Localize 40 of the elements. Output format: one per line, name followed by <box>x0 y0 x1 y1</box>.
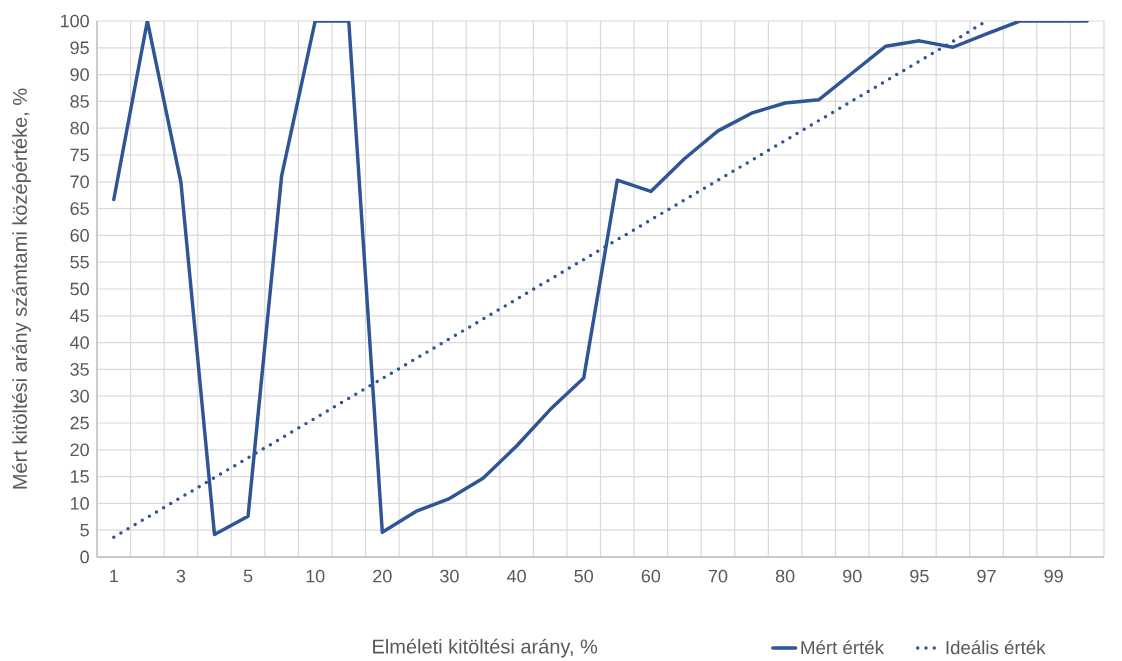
x-tick-label: 20 <box>373 569 392 583</box>
y-tick-label: 65 <box>70 202 89 215</box>
x-tick-label: 90 <box>843 569 862 583</box>
y-tick-label: 95 <box>70 41 89 55</box>
y-tick-label: 30 <box>70 389 89 403</box>
x-tick-label: 97 <box>977 569 996 583</box>
x-tick-label: 30 <box>440 569 459 583</box>
y-tick-label: 20 <box>70 443 89 457</box>
x-tick-label: 5 <box>243 569 253 583</box>
x-tick-label: 1 <box>110 569 118 583</box>
x-tick-label: 70 <box>708 569 728 583</box>
y-tick-label: 10 <box>70 497 89 510</box>
y-tick-label: 60 <box>70 229 89 242</box>
x-tick-label: 10 <box>306 569 325 583</box>
y-tick-label: 70 <box>70 175 89 189</box>
y-tick-label: 100 <box>60 14 89 28</box>
y-tick-label: 15 <box>70 470 89 483</box>
y-tick-label: 90 <box>70 68 89 81</box>
x-tick-label: 40 <box>506 569 526 583</box>
y-tick-label: 0 <box>80 550 89 564</box>
x-tick-label: 80 <box>775 569 795 583</box>
y-tick-label: 75 <box>70 148 89 162</box>
y-tick-label: 40 <box>70 336 89 349</box>
y-tick-label: 35 <box>70 363 89 376</box>
y-tick-label: 85 <box>70 95 89 108</box>
legend-label: Ideális érték <box>946 640 1046 655</box>
y-tick-label: 45 <box>70 309 89 323</box>
x-tick-label: 99 <box>1044 569 1063 583</box>
y-tick-label: 80 <box>70 121 89 135</box>
x-axis-title: Elméleti kitöltési arány, % <box>373 638 598 658</box>
x-tick-label: 50 <box>574 569 594 583</box>
y-tick-label: 55 <box>70 255 89 269</box>
x-tick-label: 95 <box>910 569 929 583</box>
x-tick-label: 3 <box>176 569 186 583</box>
x-tick-label: 60 <box>641 569 661 583</box>
y-tick-label: 25 <box>70 416 89 430</box>
y-axis-title: Mért kitöltési arány számtami középértéke, % <box>12 88 31 489</box>
y-tick-label: 5 <box>80 523 89 537</box>
y-tick-label: 50 <box>70 282 89 296</box>
legend-label: Mért érték <box>801 640 885 655</box>
